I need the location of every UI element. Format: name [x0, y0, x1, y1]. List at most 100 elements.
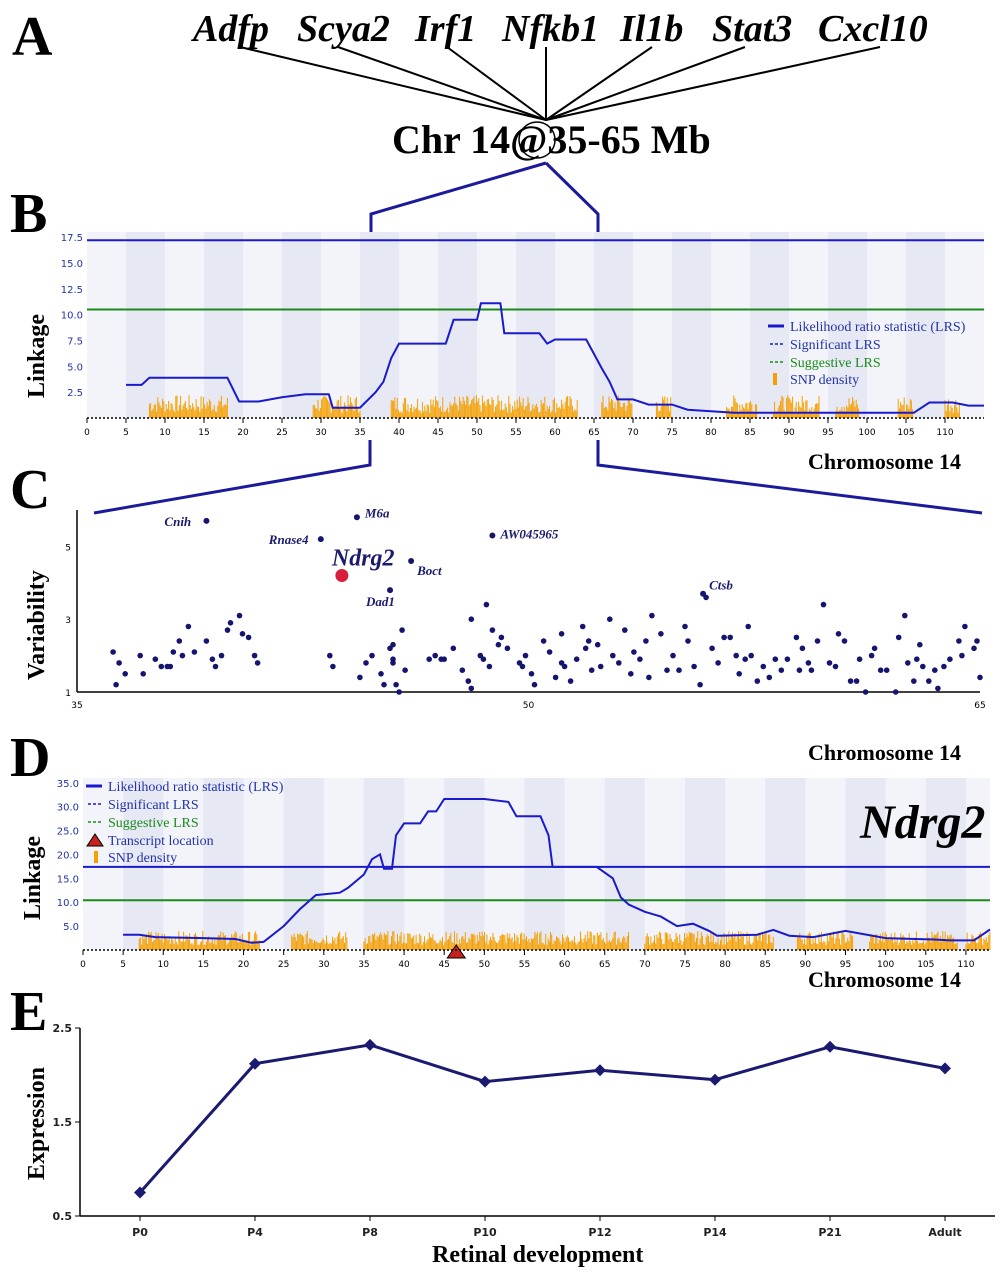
x-tick-label: 45	[432, 428, 443, 438]
panel-letter-e: E	[10, 981, 47, 1043]
gene-point	[191, 649, 198, 655]
gene-point	[892, 689, 899, 695]
gene-point	[468, 685, 475, 692]
background-band	[684, 778, 726, 950]
gene-point	[381, 681, 387, 688]
y-tick-label: 20.0	[57, 850, 79, 861]
background-band	[204, 232, 243, 418]
gene-point	[579, 623, 586, 630]
x-tick-label: 40	[393, 428, 405, 438]
x-tick-label: 85	[760, 960, 771, 970]
labeled-point-rnase4	[317, 536, 324, 543]
y-axis-title-c: Variability	[24, 570, 50, 680]
gene-point	[920, 663, 926, 670]
x-tick-label: 30	[315, 428, 327, 438]
gene-point	[977, 674, 983, 681]
background-band	[516, 232, 555, 418]
x-axis-b: 0 5 10 15 20 25 30 35 40 45 50 55 60 65 70 75 80 85 90 95 10…	[84, 417, 984, 438]
x-tick-label: 55	[510, 428, 521, 438]
y-axis-title-b: Linkage	[24, 314, 50, 398]
gene-point	[917, 641, 923, 648]
x-tick-label: 10	[158, 960, 170, 970]
gene-point	[116, 660, 122, 666]
labeled-point-ndrg2	[335, 569, 349, 583]
y-tick-label: 15.0	[61, 259, 83, 270]
x-axis-title-d: Chromosome 14	[808, 967, 961, 992]
gene-point	[895, 634, 902, 641]
gene-point	[616, 660, 622, 666]
background-band	[925, 778, 966, 950]
x-tick-label: 75	[679, 960, 690, 970]
locus-label: Chr 14@35-65 Mb	[392, 117, 711, 162]
gene-point	[868, 652, 875, 659]
gene-point	[432, 652, 439, 659]
gene-point	[378, 671, 384, 677]
x-tick-label: 90	[800, 960, 812, 970]
gene-label-il1b: Il1b	[619, 8, 683, 50]
labeled-point-ctsb	[700, 590, 707, 597]
x-tick-label: 15	[198, 428, 209, 438]
panel-letter-d: D	[10, 727, 50, 789]
x-tick-label: P10	[473, 1226, 497, 1239]
y-tick-label: 17.5	[61, 233, 83, 244]
gene-point	[236, 612, 243, 619]
panel-e: E 0.5 1.5 2.5 P0 P4 P8 P10 P12 P14 P21 Adult Expre…	[10, 981, 995, 1268]
gene-label-cnih: Cnih	[164, 514, 191, 529]
x-tick-label: 50	[523, 701, 535, 711]
gene-point	[772, 656, 779, 662]
x-tick-label: 60	[549, 428, 561, 438]
x-tick-label: 75	[666, 428, 677, 438]
gene-point	[622, 627, 628, 633]
expression-point-p0	[134, 1186, 146, 1199]
x-tick-label: Adult	[928, 1226, 961, 1239]
background-band	[283, 778, 324, 950]
x-tick-label: 20	[237, 428, 249, 438]
x-tick-label: 85	[744, 428, 755, 438]
x-axis-title-c: Chromosome 14	[808, 740, 961, 765]
background-band	[123, 778, 164, 950]
x-tick-label: 20	[238, 960, 250, 970]
gene-point	[820, 601, 827, 608]
background-band	[828, 232, 867, 418]
gene-point	[697, 681, 703, 688]
gene-point	[170, 649, 177, 655]
gene-point	[862, 689, 869, 695]
gene-point	[573, 656, 580, 662]
y-tick-label: 15.0	[57, 874, 79, 885]
x-axis-d: 0 5 10 15 20 25 30 35 40 45 50 55 60 65 70 75 80 85 90 95 10…	[80, 949, 990, 970]
gene-point	[685, 638, 691, 644]
gene-label-ctsb: Ctsb	[709, 578, 733, 593]
legend-label-sug-b: Suggestive LRS	[790, 356, 881, 371]
gene-point	[224, 627, 231, 633]
expression-point-p21	[824, 1040, 836, 1053]
gene-label-m6a: M6a	[364, 505, 390, 520]
legend-label-lrs-d: Likelihood ratio statistic (LRS)	[108, 780, 284, 795]
gene-point	[721, 634, 727, 641]
zoom-connector-right-b	[544, 161, 600, 243]
x-tick-label: 60	[559, 960, 571, 970]
gene-point	[110, 649, 116, 655]
gene-point	[140, 671, 146, 677]
gene-point	[327, 652, 333, 659]
gene-point	[847, 678, 854, 684]
gene-point	[853, 678, 860, 684]
background-band	[126, 232, 165, 418]
gene-point	[441, 656, 448, 662]
background-band	[444, 778, 485, 950]
legend-label-snp-b: SNP density	[790, 373, 859, 388]
gene-point	[766, 674, 773, 681]
gene-point	[733, 652, 739, 659]
gene-point	[483, 601, 490, 608]
x-tick-label: 0	[84, 428, 90, 438]
gene-point	[832, 663, 839, 670]
gene-label-ndrg2: Ndrg2	[331, 546, 395, 572]
gene-point	[122, 671, 128, 677]
gene-point	[357, 674, 363, 681]
at-sign-circle	[518, 121, 556, 159]
gene-point	[796, 667, 803, 673]
y-tick-label: 5.0	[67, 362, 83, 373]
gene-point	[760, 663, 767, 670]
gene-point	[715, 660, 721, 666]
